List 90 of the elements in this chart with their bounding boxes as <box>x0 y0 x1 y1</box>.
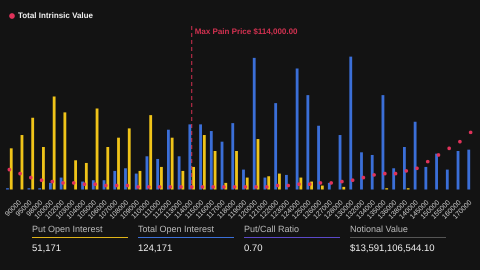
point <box>276 184 280 188</box>
bar <box>402 147 406 190</box>
point <box>18 172 22 176</box>
point <box>350 178 354 182</box>
point <box>340 180 344 184</box>
bar <box>181 170 184 190</box>
bar <box>256 139 260 190</box>
point <box>383 172 387 176</box>
text: 124,171 <box>138 242 174 254</box>
point <box>114 184 118 188</box>
bar <box>338 135 342 190</box>
point <box>72 181 76 185</box>
point <box>265 185 269 189</box>
bar <box>199 124 202 190</box>
text: Put Open Interest <box>32 224 128 238</box>
bar <box>235 150 238 190</box>
point <box>468 130 472 134</box>
bar <box>117 138 120 190</box>
bar <box>278 174 281 190</box>
bar <box>146 156 148 190</box>
point <box>436 153 440 157</box>
point <box>286 184 290 188</box>
point <box>61 181 65 185</box>
ref-line-label: Max Pain Price $114,000.00 <box>194 27 298 36</box>
bar <box>170 138 174 190</box>
bar <box>284 174 288 190</box>
point <box>211 185 215 189</box>
bar <box>414 122 417 190</box>
text: 51,171 <box>32 242 62 254</box>
bar <box>424 166 428 190</box>
point <box>458 140 462 144</box>
point <box>168 185 172 189</box>
point <box>82 182 86 186</box>
bar <box>360 152 363 190</box>
text: Total Open Interest <box>138 224 234 238</box>
bar <box>317 126 320 190</box>
text: Put/Call Ratio <box>244 224 340 238</box>
bar <box>74 160 78 190</box>
bar <box>299 178 302 190</box>
bar <box>382 95 384 190</box>
point <box>179 185 183 189</box>
legend-label: Total Intrinsic Value <box>18 11 94 20</box>
bar <box>52 96 56 190</box>
bar <box>124 168 127 190</box>
point <box>104 184 108 188</box>
bar <box>178 156 181 190</box>
point <box>222 185 226 189</box>
point <box>447 146 451 150</box>
point <box>147 185 151 189</box>
point <box>318 181 322 185</box>
bar <box>166 130 170 190</box>
bar <box>138 170 142 190</box>
bar <box>214 150 216 190</box>
text: Notional Value <box>350 224 446 238</box>
point <box>200 185 204 189</box>
point <box>8 168 12 172</box>
text: 0.70 <box>244 242 264 254</box>
point <box>40 178 44 182</box>
bar <box>63 112 66 190</box>
point <box>426 160 430 164</box>
point <box>362 176 366 180</box>
text: $13,591,106,544.10 <box>350 242 436 254</box>
point <box>244 185 248 189</box>
point <box>93 182 97 186</box>
bar <box>42 147 45 190</box>
point <box>126 184 130 188</box>
point <box>308 182 312 186</box>
point <box>329 181 333 185</box>
point <box>372 173 376 177</box>
bar <box>456 150 460 190</box>
point <box>404 169 408 173</box>
bar <box>96 108 98 190</box>
point <box>136 185 140 189</box>
point <box>254 185 258 189</box>
bar <box>192 166 196 190</box>
bar <box>48 182 52 190</box>
point <box>29 176 33 180</box>
bar <box>296 68 299 190</box>
bar <box>306 95 310 190</box>
point <box>158 185 162 189</box>
bar <box>160 166 163 190</box>
bar <box>435 154 438 190</box>
bar <box>220 142 224 190</box>
point <box>297 182 301 186</box>
bar <box>242 170 245 190</box>
point <box>415 166 419 170</box>
point <box>394 172 398 176</box>
point <box>50 180 54 184</box>
bar <box>20 135 24 190</box>
point <box>232 185 236 189</box>
